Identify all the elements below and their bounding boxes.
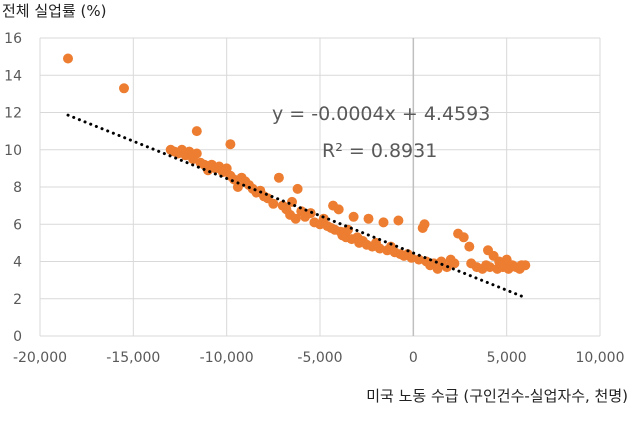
data-point <box>191 148 202 159</box>
data-point <box>184 146 195 157</box>
data-point <box>413 254 424 265</box>
y-tick-label: 10 <box>4 143 22 159</box>
data-point <box>268 198 279 209</box>
y-tick-label: 6 <box>13 217 22 233</box>
data-point <box>449 258 460 269</box>
data-point <box>393 215 404 226</box>
data-point <box>232 182 243 192</box>
data-point <box>520 260 531 271</box>
data-point <box>432 263 443 274</box>
trendline <box>66 113 524 298</box>
y-tick-label: 0 <box>13 329 22 345</box>
data-point <box>318 213 329 224</box>
data-point <box>63 53 73 64</box>
y-tick-label: 4 <box>13 255 22 271</box>
data-point <box>374 243 385 254</box>
x-tick-label: 5,000 <box>487 350 527 366</box>
y-tick-label: 2 <box>13 292 22 308</box>
x-tick-label: -15,000 <box>106 350 160 366</box>
data-point <box>464 241 475 252</box>
y-axis-title: 전체 실업률 (%) <box>2 2 107 20</box>
data-point <box>191 126 202 137</box>
x-tick-label: 10,000 <box>576 350 625 366</box>
x-tick-label: -5,000 <box>297 350 342 366</box>
data-point <box>333 204 344 215</box>
y-tick-label: 16 <box>4 31 22 47</box>
y-tick-label: 12 <box>4 106 22 122</box>
data-point <box>290 213 301 224</box>
y-tick-label: 8 <box>13 180 22 196</box>
data-point <box>292 183 303 194</box>
data-point <box>378 217 389 228</box>
x-tick-label: 0 <box>409 350 418 366</box>
x-tick-label: -20,000 <box>13 350 67 366</box>
data-point <box>458 232 469 243</box>
data-point <box>225 139 236 150</box>
trend-equation-label: y = -0.0004x + 4.4593 <box>272 103 490 125</box>
data-point <box>119 83 129 94</box>
data-point <box>221 163 232 174</box>
r-squared-label: R² = 0.8931 <box>322 140 437 162</box>
data-point <box>348 211 359 222</box>
y-tick-label: 14 <box>4 68 22 84</box>
data-point <box>419 219 430 230</box>
x-axis-title: 미국 노동 수급 (구인건수-실업자수, 천명) <box>366 387 628 405</box>
data-point <box>273 172 284 183</box>
x-tick-label: -10,000 <box>200 350 254 366</box>
tick-layer: 0 2 4 6 8 10 12 14 16 -20,000 -15,000 -10,000 -5,000… <box>4 31 624 366</box>
grid-layer <box>39 37 601 337</box>
data-point <box>363 213 374 224</box>
